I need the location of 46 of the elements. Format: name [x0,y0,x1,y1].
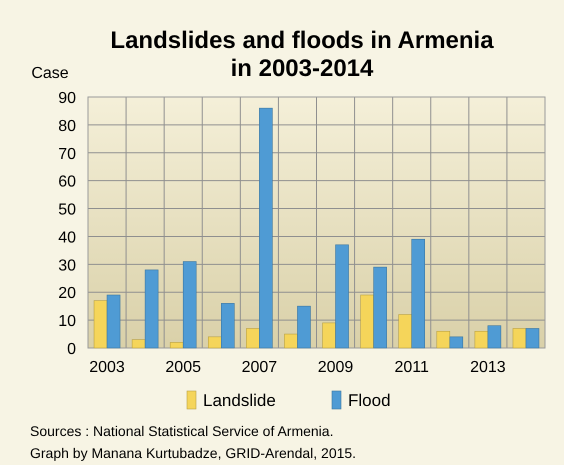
legend-label: Flood [348,391,391,410]
x-tick-label: 2011 [394,359,430,376]
bar [449,336,464,348]
bar [360,294,374,348]
bar [144,270,158,348]
chart-title: Landslides and floods in Armenia in 2003-2014 [110,27,494,82]
y-tick-label: 50 [58,202,76,219]
y-tick-label: 0 [67,341,76,358]
x-tick-label: 2003 [89,359,125,376]
y-tick-label: 10 [58,313,76,330]
y-tick-label: 90 [58,90,76,107]
bar [436,330,450,348]
y-tick-label: 80 [58,118,76,135]
bar [284,334,298,348]
text: Graph by Manana Kurtubadze, GRID-Arendal, 2015. [30,445,356,461]
bar [132,339,146,348]
y-tick-label: 20 [58,285,76,302]
bar [411,238,426,348]
bar [474,330,488,348]
bar [322,322,336,348]
bar [335,244,349,348]
x-tick-label: 2005 [165,359,202,376]
legend-label: Landslide [203,391,276,410]
bar [220,303,235,348]
y-tick-label: 60 [58,174,76,191]
bar [373,266,387,348]
bar [526,328,540,348]
y-tick-label: 30 [58,257,76,274]
y-tick-label: 40 [58,229,76,246]
bar [398,314,412,348]
x-tick-label: 2013 [470,359,506,376]
bar [512,328,526,348]
x-tick-label: 2009 [318,359,354,376]
bar [94,300,108,348]
bar [259,108,273,348]
bar [208,336,222,348]
y-axis-title: Case [31,65,69,82]
source-note: Sources : National Statistical Service of Armenia. [30,423,334,439]
bar [182,261,197,348]
bar [246,328,260,348]
bar [488,325,502,348]
y-tick-label: 70 [58,146,76,163]
bar [106,294,120,348]
bar [297,306,311,348]
bar [170,342,184,348]
x-tick-label: 2007 [242,359,278,376]
